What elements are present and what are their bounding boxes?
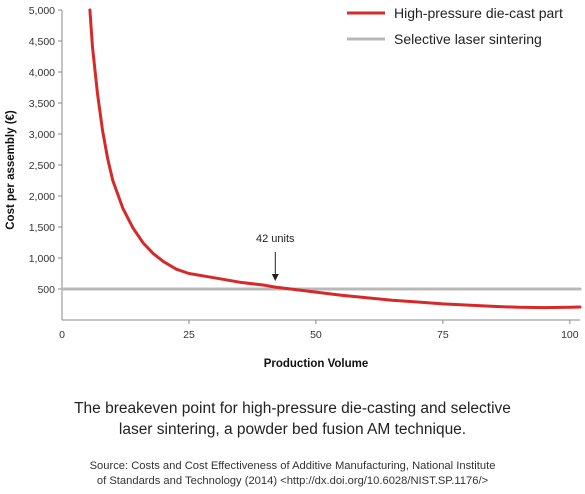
y-tick-label: 2,000 (29, 191, 55, 203)
y-tick-label: 4,000 (29, 67, 55, 79)
caption-line-2: laser sintering, a powder bed fusion AM … (118, 421, 467, 438)
annotation-arrow-head (271, 274, 279, 281)
y-axis-ticks: 500 1,000 1,500 2,000 2,500 3,000 3,500 4,000 4,… (29, 5, 62, 296)
legend-label-laser-sintering: Selective laser sintering (394, 31, 542, 47)
y-tick-label: 5,000 (29, 5, 55, 17)
y-tick-label: 1,000 (29, 253, 55, 265)
x-tick-label: 25 (183, 329, 195, 341)
y-tick-label: 3,500 (29, 98, 55, 110)
caption-line-1: The breakeven point for high-pressure di… (74, 400, 511, 417)
y-tick-label: 3,000 (29, 129, 55, 141)
x-tick-label: 50 (310, 329, 322, 341)
y-tick-label: 2,500 (29, 160, 55, 172)
source-line-2: of Standards and Technology (2014) <http… (96, 475, 489, 487)
annotation-label: 42 units (256, 233, 295, 245)
y-tick-label: 4,500 (29, 36, 55, 48)
y-tick-label: 500 (37, 284, 55, 296)
source-citation: Source: Costs and Cost Effectiveness of … (30, 459, 555, 489)
legend-label-die-cast: High-pressure die-cast part (394, 5, 563, 21)
x-axis-ticks: 0 25 50 75 100 (59, 320, 579, 341)
x-tick-label: 75 (437, 329, 449, 341)
chart-caption: The breakeven point for high-pressure di… (40, 398, 545, 440)
y-tick-label: 1,500 (29, 222, 55, 234)
source-line-1: Source: Costs and Cost Effectiveness of … (89, 460, 496, 472)
x-tick-label: 0 (59, 329, 65, 341)
breakeven-annotation: 42 units (256, 233, 295, 281)
x-tick-label: 100 (561, 329, 579, 341)
series-line-die-cast (88, 8, 582, 310)
legend: High-pressure die-cast part Selective las… (347, 5, 563, 47)
y-axis-title: Cost per assembly (€) (5, 110, 17, 230)
series-layer (60, 8, 582, 310)
breakeven-chart: 5001,0001,5002,0002,5003,0003,5004,0004,… (5, 5, 582, 370)
x-axis-title: Production Volume (264, 358, 369, 370)
